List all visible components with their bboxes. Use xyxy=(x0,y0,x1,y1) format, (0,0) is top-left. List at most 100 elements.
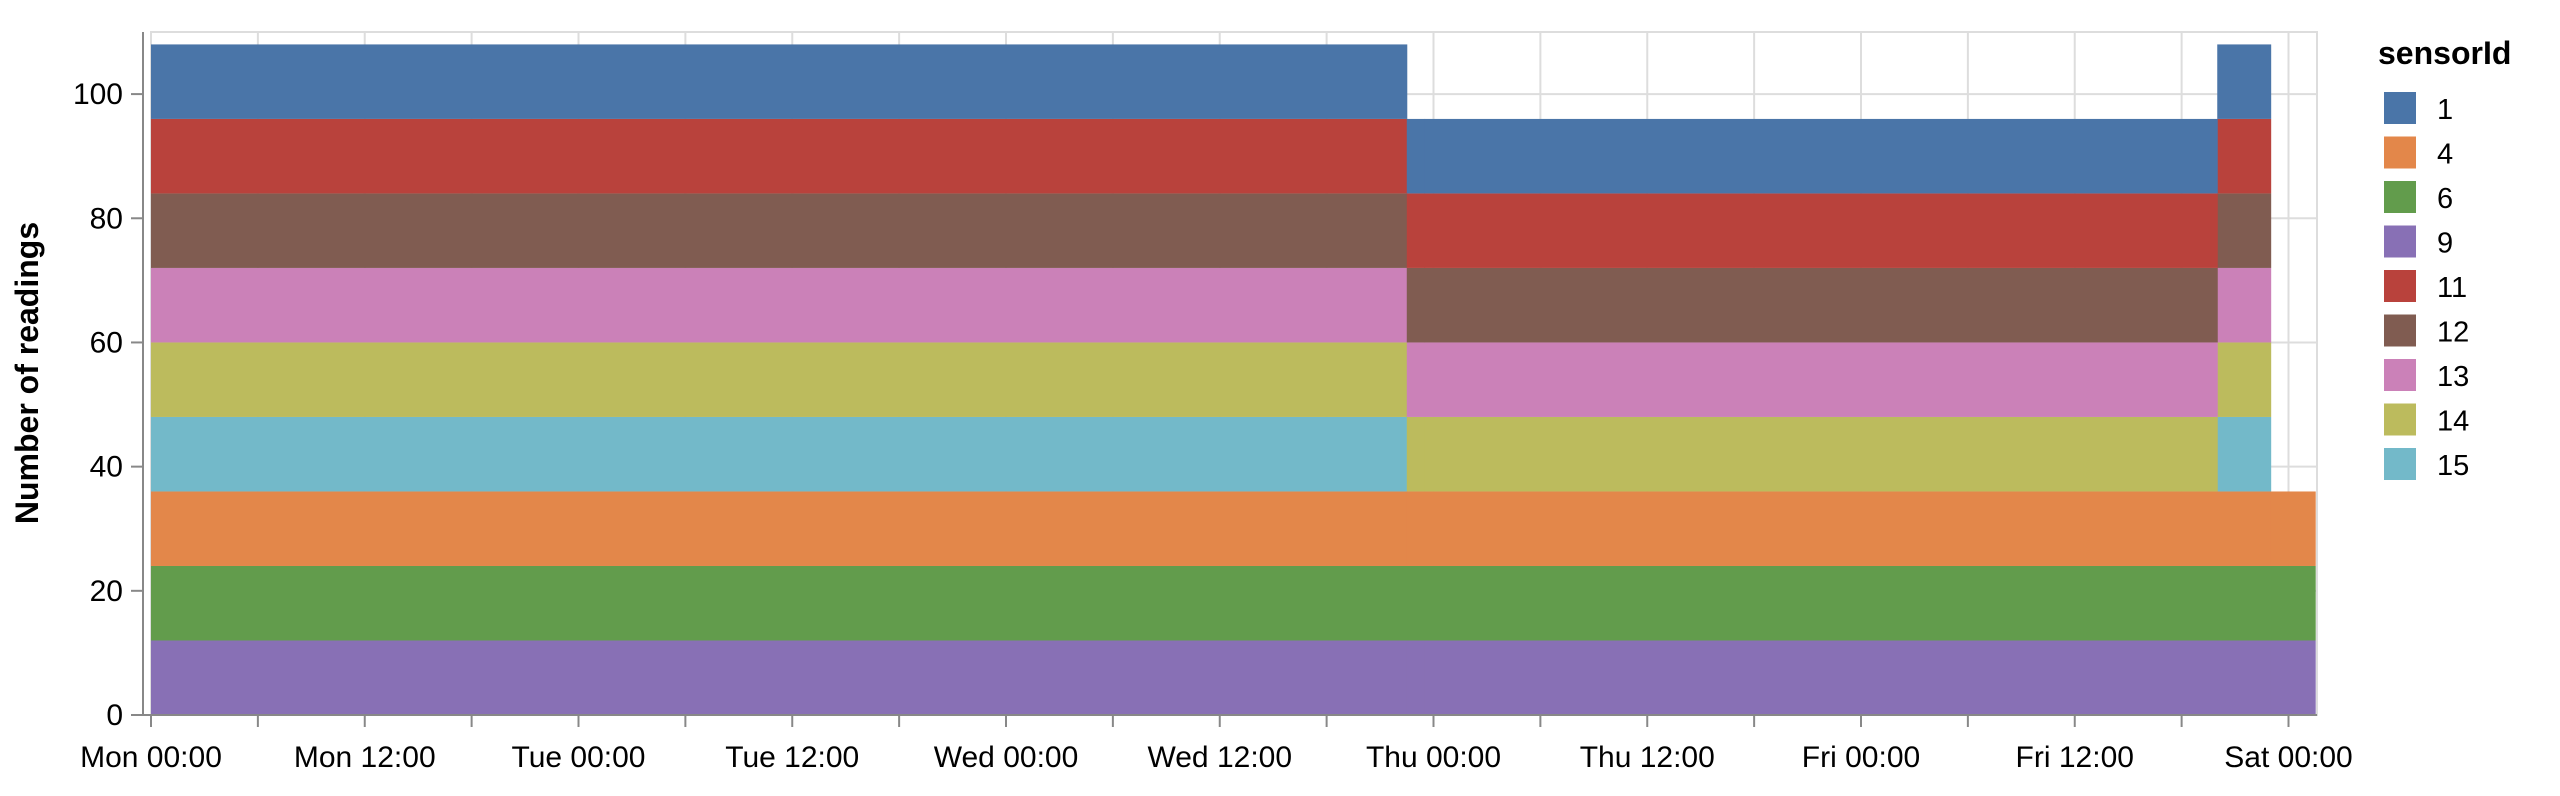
x-axis: Mon 00:00 Mon 12:00 Tue 00:00 Tue 12:00 Wed … xyxy=(80,715,2353,774)
legend-swatch xyxy=(2384,136,2416,169)
area-segment-13 xyxy=(2217,267,2272,343)
area-segment-12 xyxy=(2217,193,2272,268)
area-segment-13 xyxy=(1424,342,2218,417)
legend-label: 1 xyxy=(2437,94,2453,126)
legend-swatch xyxy=(2384,92,2416,124)
y-tick-label: 0 xyxy=(106,699,123,732)
area-segment-12 xyxy=(1424,267,2218,343)
axes xyxy=(142,32,2317,716)
x-tick-label: Fri 12:00 xyxy=(2016,741,2134,774)
series-11 xyxy=(151,118,2272,268)
legend-swatch xyxy=(2384,359,2416,391)
series-9 xyxy=(151,640,2316,715)
x-tick-label: Wed 12:00 xyxy=(1147,741,1292,774)
x-tick-label: Fri 00:00 xyxy=(1802,741,1920,774)
area-segment-6 xyxy=(2288,565,2316,641)
area-segment-14 xyxy=(1424,416,2218,492)
area-segment-6 xyxy=(151,565,1408,641)
x-tick-label: Thu 12:00 xyxy=(1580,741,1715,774)
series-14 xyxy=(151,342,2272,492)
area-segment-4 xyxy=(1406,491,1426,566)
y-axis-title: Number of readings xyxy=(9,222,45,524)
series-4 xyxy=(151,491,2316,566)
area-segment-4 xyxy=(2217,491,2272,566)
series-12 xyxy=(151,193,2272,343)
legend-item-11[interactable]: 11 xyxy=(2384,270,2467,304)
y-tick-label: 20 xyxy=(90,575,123,608)
area-segment-1 xyxy=(151,44,1408,119)
series-13 xyxy=(151,267,2272,417)
y-tick-label: 60 xyxy=(90,326,123,359)
area-segment-9 xyxy=(1424,640,2218,715)
area-segment-6 xyxy=(1406,565,1426,641)
series-6 xyxy=(151,565,2316,641)
legend-item-14[interactable]: 14 xyxy=(2384,403,2469,438)
legend-item-1[interactable]: 1 xyxy=(2384,92,2453,126)
legend-label: 14 xyxy=(2437,406,2469,438)
legend-label: 4 xyxy=(2437,139,2453,171)
legend-swatch xyxy=(2384,181,2416,213)
area-segment-11 xyxy=(1424,193,2218,268)
area-segment-1 xyxy=(1406,118,1426,194)
area-segment-9 xyxy=(2288,640,2316,715)
area-segment-14 xyxy=(2217,342,2272,417)
legend-item-15[interactable]: 15 xyxy=(2384,448,2469,482)
area-segment-12 xyxy=(1406,267,1426,343)
area-segment-4 xyxy=(2270,491,2289,566)
legend-label: 9 xyxy=(2437,228,2453,260)
legend-swatch xyxy=(2384,225,2416,258)
legend-item-9[interactable]: 9 xyxy=(2384,225,2453,260)
legend-swatch xyxy=(2384,270,2416,302)
y-axis: 0 20 40 60 80 100 xyxy=(73,78,143,732)
area-segment-13 xyxy=(151,267,1408,343)
x-tick-label: Sat 00:00 xyxy=(2224,741,2352,774)
area-segment-11 xyxy=(151,118,1408,194)
x-tick-label: Thu 00:00 xyxy=(1366,741,1501,774)
legend-item-4[interactable]: 4 xyxy=(2384,136,2453,171)
y-tick-label: 40 xyxy=(90,451,123,484)
series-1 xyxy=(151,44,2272,194)
y-tick-label: 80 xyxy=(90,202,123,235)
x-tick-label: Tue 12:00 xyxy=(725,741,859,774)
legend-item-13[interactable]: 13 xyxy=(2384,359,2469,393)
area-segment-6 xyxy=(2217,565,2272,641)
legend-title: sensorId xyxy=(2378,35,2511,71)
x-tick-label: Mon 12:00 xyxy=(294,741,436,774)
area-segment-13 xyxy=(1406,342,1426,417)
x-tick-label: Wed 00:00 xyxy=(934,741,1079,774)
legend-label: 6 xyxy=(2437,183,2453,215)
legend-label: 13 xyxy=(2437,361,2469,393)
area-segment-9 xyxy=(2270,640,2289,715)
area-segment-6 xyxy=(2270,565,2289,641)
x-tick-label: Mon 00:00 xyxy=(80,741,222,774)
series-15 xyxy=(151,416,2272,492)
area-segment-9 xyxy=(151,640,1408,715)
series-areas xyxy=(151,44,2316,715)
area-segment-11 xyxy=(1406,193,1426,268)
area-segment-6 xyxy=(1424,565,2218,641)
area-segment-4 xyxy=(1424,491,2218,566)
legend-label: 15 xyxy=(2437,450,2469,482)
area-segment-15 xyxy=(151,416,1408,492)
area-segment-14 xyxy=(1406,416,1426,492)
legend-item-12[interactable]: 12 xyxy=(2384,314,2469,349)
y-tick-label: 100 xyxy=(73,78,123,111)
area-segment-9 xyxy=(1406,640,1426,715)
area-segment-15 xyxy=(2217,416,2272,492)
legend-item-6[interactable]: 6 xyxy=(2384,181,2453,215)
legend-swatch xyxy=(2384,448,2416,480)
legend-swatch xyxy=(2384,314,2416,347)
area-segment-1 xyxy=(1424,118,2218,194)
area-segment-12 xyxy=(151,193,1408,268)
area-segment-1 xyxy=(2217,44,2272,119)
area-segment-14 xyxy=(151,342,1408,417)
legend-label: 12 xyxy=(2437,317,2469,349)
area-segment-11 xyxy=(2217,118,2272,194)
x-tick-label: Tue 00:00 xyxy=(512,741,646,774)
area-segment-4 xyxy=(2288,491,2316,566)
legend-label: 11 xyxy=(2437,272,2467,304)
area-segment-4 xyxy=(151,491,1408,566)
legend-swatch xyxy=(2384,403,2416,436)
